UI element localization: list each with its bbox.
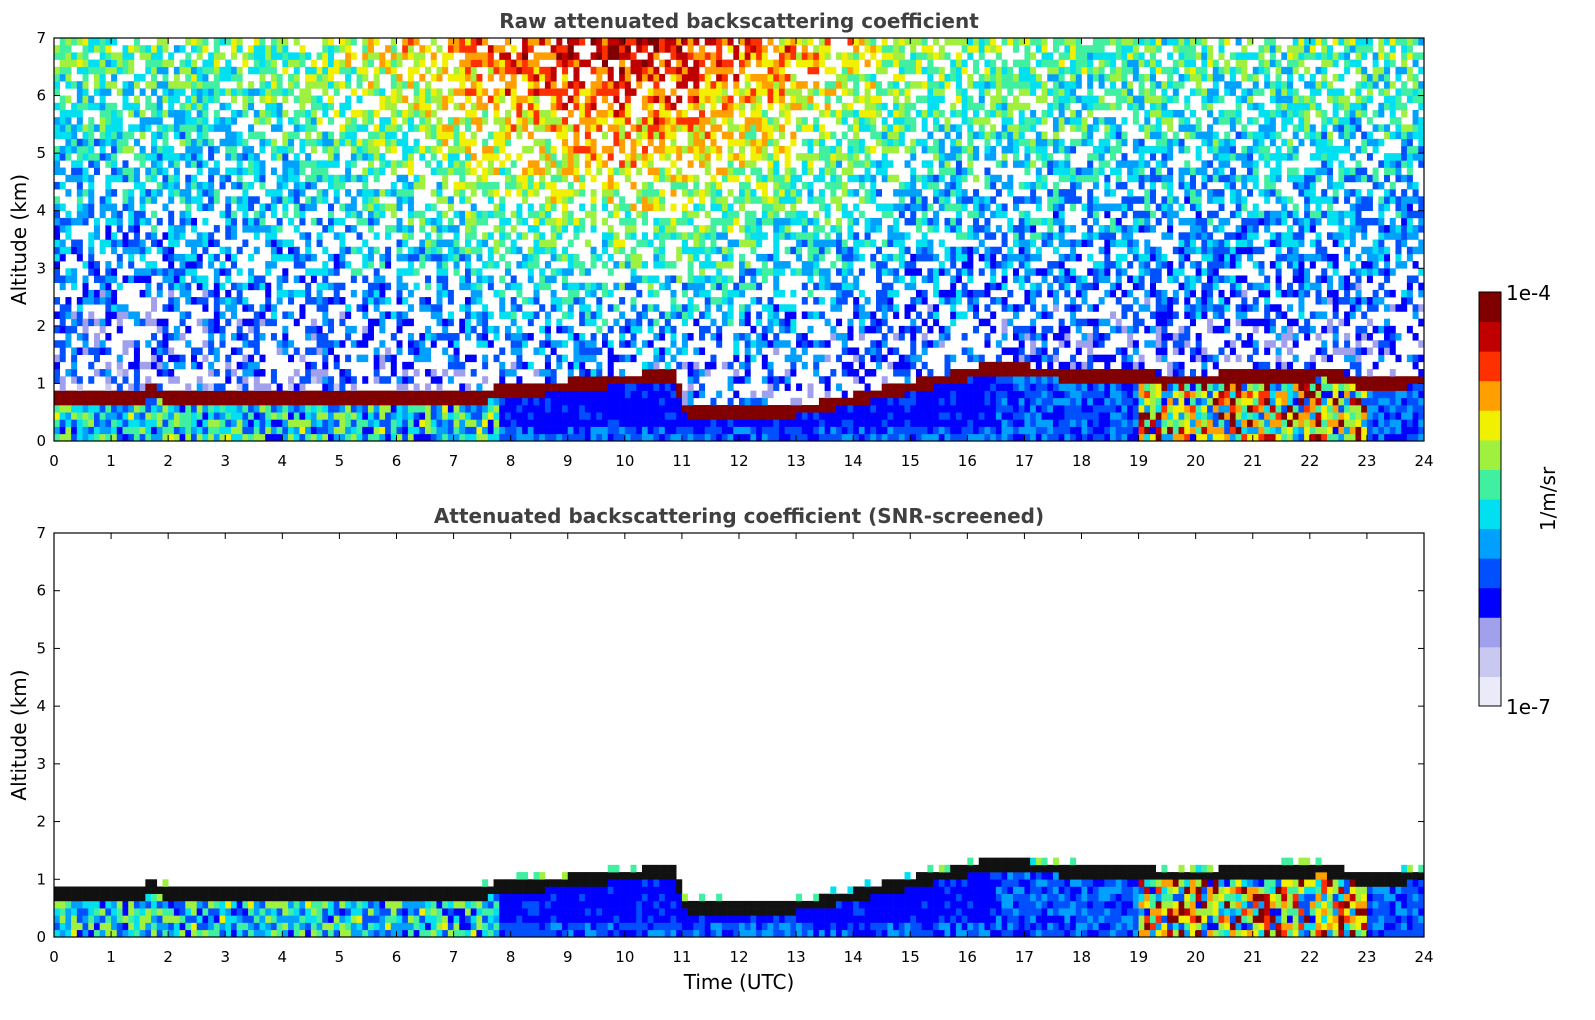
y-axis-label: Altitude (km) xyxy=(7,669,31,800)
y-tick-label: 7 xyxy=(36,524,46,542)
colorbar-swatch xyxy=(1479,469,1501,500)
x-tick-label: 18 xyxy=(1072,452,1091,470)
x-tick-label: 0 xyxy=(49,452,59,470)
y-tick-label: 0 xyxy=(36,928,46,946)
colorbar-swatch xyxy=(1479,528,1501,559)
y-tick-label: 2 xyxy=(36,813,46,831)
chart-title: Attenuated backscattering coefficient (S… xyxy=(434,504,1044,528)
backscatter-field xyxy=(54,857,1425,938)
x-tick-label: 19 xyxy=(1129,452,1148,470)
colorbar-swatch xyxy=(1479,558,1501,589)
x-tick-label: 4 xyxy=(278,452,288,470)
colorbar-swatch xyxy=(1479,351,1501,382)
x-tick-label: 17 xyxy=(1015,452,1034,470)
x-tick-label: 3 xyxy=(220,948,230,966)
colorbar-swatch xyxy=(1479,380,1501,411)
panel-raw: 0 1 2 3 4 5 6 7 8 9 10 11 12 13 14 15 16 17 18 19 20 21 22 23 24… xyxy=(7,9,1434,470)
x-tick-label: 23 xyxy=(1357,452,1376,470)
x-tick-label: 23 xyxy=(1357,948,1376,966)
y-tick-label: 0 xyxy=(36,432,46,450)
x-tick-label: 20 xyxy=(1186,452,1205,470)
x-tick-label: 7 xyxy=(449,948,459,966)
x-tick-label: 5 xyxy=(335,452,345,470)
x-tick-label: 10 xyxy=(615,452,634,470)
x-tick-label: 9 xyxy=(563,452,573,470)
colorbar-swatch xyxy=(1479,410,1501,441)
y-tick-label: 6 xyxy=(36,87,46,105)
colorbar-swatch xyxy=(1479,646,1501,677)
x-tick-label: 11 xyxy=(672,948,691,966)
x-tick-label: 2 xyxy=(163,948,173,966)
x-axis-label: Time (UTC) xyxy=(683,970,795,994)
x-tick-label: 22 xyxy=(1300,948,1319,966)
panel-screened: 0 1 2 3 4 5 6 7 8 9 10 11 12 13 14 15 16 17 18 19 20 21 22 23 24… xyxy=(7,504,1434,994)
x-tick-label: 2 xyxy=(163,452,173,470)
x-tick-label: 5 xyxy=(335,948,345,966)
y-tick-label: 2 xyxy=(36,317,46,335)
y-tick-label: 6 xyxy=(36,582,46,600)
x-tick-label: 3 xyxy=(220,452,230,470)
x-tick-label: 19 xyxy=(1129,948,1148,966)
x-tick-label: 15 xyxy=(901,948,920,966)
x-tick-label: 20 xyxy=(1186,948,1205,966)
colorbar-swatch xyxy=(1479,292,1501,323)
y-tick-label: 5 xyxy=(36,639,46,657)
x-tick-label: 22 xyxy=(1300,452,1319,470)
x-tick-label: 15 xyxy=(901,452,920,470)
colorbar-swatch xyxy=(1479,617,1501,648)
x-tick-label: 12 xyxy=(729,452,748,470)
x-tick-label: 13 xyxy=(787,948,806,966)
colorbar-swatch xyxy=(1479,676,1501,707)
y-tick-label: 3 xyxy=(36,755,46,773)
x-tick-label: 24 xyxy=(1414,948,1433,966)
x-tick-label: 14 xyxy=(844,948,863,966)
y-tick-label: 5 xyxy=(36,144,46,162)
y-tick-label: 3 xyxy=(36,259,46,277)
backscatter-field xyxy=(54,38,1425,442)
chart-title: Raw attenuated backscattering coefficien… xyxy=(499,9,979,33)
x-tick-label: 12 xyxy=(729,948,748,966)
x-tick-label: 11 xyxy=(672,452,691,470)
x-tick-label: 9 xyxy=(563,948,573,966)
x-tick-label: 16 xyxy=(958,948,977,966)
colorbar-swatch xyxy=(1479,499,1501,530)
colorbar: 1e-4 1e-7 1/m/sr xyxy=(1478,281,1560,719)
x-tick-label: 21 xyxy=(1243,452,1262,470)
colorbar-min-label: 1e-7 xyxy=(1506,695,1551,719)
y-tick-label: 1 xyxy=(36,374,46,392)
colorbar-max-label: 1e-4 xyxy=(1506,281,1551,305)
x-tick-label: 4 xyxy=(278,948,288,966)
colorbar-unit-label: 1/m/sr xyxy=(1536,466,1560,531)
x-tick-label: 1 xyxy=(106,452,116,470)
x-tick-label: 10 xyxy=(615,948,634,966)
x-tick-label: 21 xyxy=(1243,948,1262,966)
x-tick-label: 0 xyxy=(49,948,59,966)
x-tick-label: 1 xyxy=(106,948,116,966)
x-tick-label: 14 xyxy=(844,452,863,470)
colorbar-frame xyxy=(1478,291,1502,707)
x-tick-label: 16 xyxy=(958,452,977,470)
x-tick-label: 8 xyxy=(506,948,516,966)
x-tick-label: 7 xyxy=(449,452,459,470)
y-axis-label: Altitude (km) xyxy=(7,174,31,305)
x-tick-label: 17 xyxy=(1015,948,1034,966)
x-tick-label: 6 xyxy=(392,452,402,470)
colorbar-swatch xyxy=(1479,587,1501,618)
y-tick-label: 4 xyxy=(36,202,46,220)
x-tick-label: 24 xyxy=(1414,452,1433,470)
colorbar-swatch xyxy=(1479,439,1501,470)
y-tick-label: 1 xyxy=(36,870,46,888)
y-tick-label: 4 xyxy=(36,697,46,715)
y-tick-label: 7 xyxy=(36,29,46,47)
colorbar-swatch xyxy=(1479,321,1501,352)
x-tick-label: 6 xyxy=(392,948,402,966)
x-tick-label: 13 xyxy=(787,452,806,470)
x-tick-label: 18 xyxy=(1072,948,1091,966)
x-tick-label: 8 xyxy=(506,452,516,470)
